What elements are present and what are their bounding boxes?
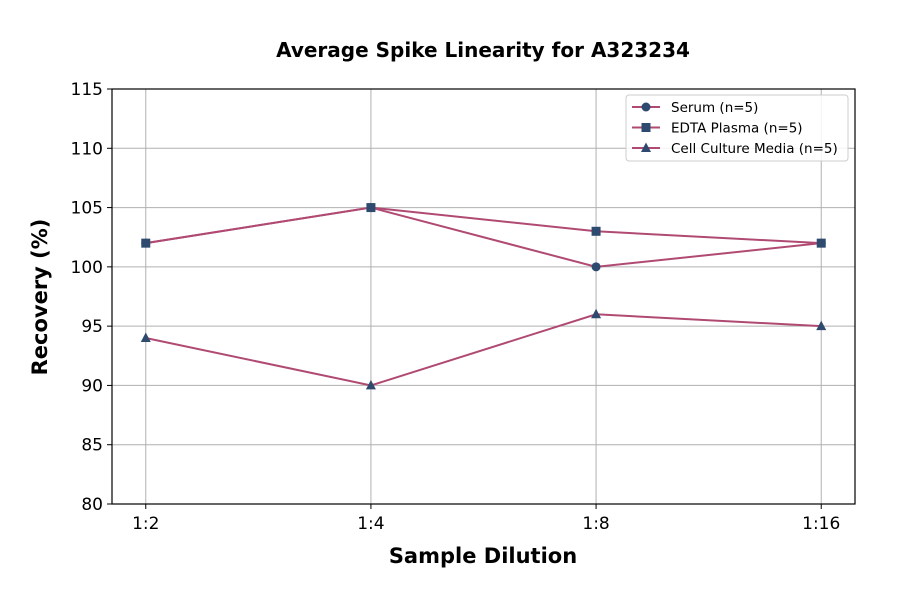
x-tick-label: 1:4 bbox=[357, 514, 384, 534]
data-point bbox=[591, 226, 601, 236]
series-line-1 bbox=[145, 206, 822, 245]
data-point bbox=[816, 320, 827, 331]
x-axis-label: Sample Dilution bbox=[389, 544, 577, 568]
data-point bbox=[816, 238, 826, 248]
data-point bbox=[591, 262, 601, 272]
y-tick-label: 100 bbox=[71, 258, 103, 278]
x-tick-label: 1:8 bbox=[582, 514, 609, 534]
plot-frame bbox=[111, 88, 856, 505]
x-axis: 1:2 1:4 1:8 1:16 bbox=[132, 504, 840, 534]
legend-label: EDTA Plasma (n=5) bbox=[671, 121, 803, 137]
legend-label: Cell Culture Media (n=5) bbox=[671, 141, 838, 157]
y-axis-label: Recovery (%) bbox=[28, 219, 52, 376]
data-point bbox=[140, 332, 151, 342]
data-point bbox=[366, 203, 376, 213]
chart-title: Average Spike Linearity for A323234 bbox=[276, 38, 690, 62]
y-tick-label: 85 bbox=[81, 436, 103, 456]
data-point bbox=[591, 308, 602, 319]
legend-marker-circle bbox=[641, 102, 651, 112]
x-tick-label: 1:16 bbox=[802, 514, 840, 534]
y-tick-label: 80 bbox=[81, 495, 103, 515]
y-tick-label: 95 bbox=[81, 317, 103, 337]
legend-marker-triangle bbox=[641, 142, 651, 152]
legend-box bbox=[625, 94, 849, 162]
y-axis: 80 85 90 95 100 105 110 115 bbox=[71, 80, 112, 515]
y-tick-label: 90 bbox=[81, 376, 103, 396]
data-point bbox=[141, 238, 151, 248]
legend-label: Serum (n=5) bbox=[671, 100, 758, 116]
y-tick-label: 110 bbox=[71, 139, 103, 159]
legend: Serum (n=5) EDTA Plasma (n=5) Cell Culture… bbox=[625, 94, 849, 162]
series-group bbox=[140, 203, 827, 390]
x-tick-label: 1:2 bbox=[132, 514, 159, 534]
y-tick-label: 105 bbox=[71, 199, 103, 219]
y-tick-label: 115 bbox=[71, 80, 103, 100]
legend-marker-square bbox=[641, 123, 651, 132]
series-line-2 bbox=[145, 313, 822, 387]
data-point bbox=[365, 379, 376, 390]
